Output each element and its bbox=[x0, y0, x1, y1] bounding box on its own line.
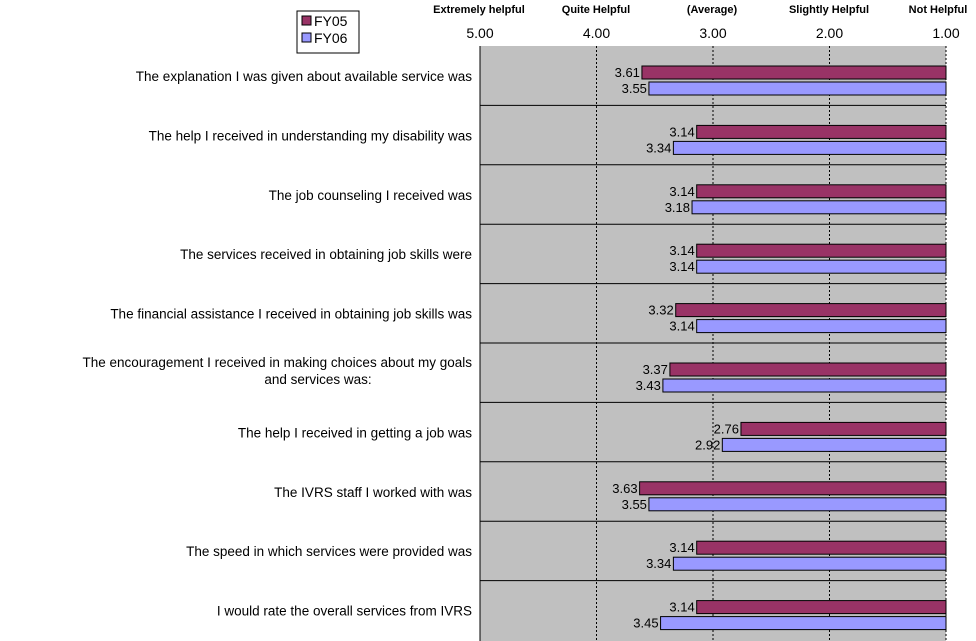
data-label-fy05: 3.63 bbox=[612, 481, 637, 496]
category-label: The IVRS staff I worked with was bbox=[274, 485, 472, 500]
bar-fy06 bbox=[660, 616, 947, 631]
data-label-fy05: 3.14 bbox=[669, 600, 694, 615]
category-label: The help I received in understanding my … bbox=[149, 128, 473, 143]
bar-fy05 bbox=[740, 421, 947, 436]
data-label-fy06: 3.14 bbox=[669, 259, 694, 274]
bar-fy05 bbox=[675, 303, 947, 318]
data-label-fy05: 2.76 bbox=[714, 421, 739, 436]
bar-fy06 bbox=[721, 437, 947, 452]
data-label-fy05: 3.14 bbox=[669, 243, 694, 258]
bar-fy06 bbox=[696, 259, 947, 274]
category-label: The explanation I was given about availa… bbox=[136, 69, 472, 84]
category-label: The financial assistance I received in o… bbox=[110, 307, 472, 322]
category-label: The help I received in getting a job was bbox=[238, 425, 472, 440]
x-tick-label: 4.00 bbox=[583, 25, 610, 41]
data-label-fy06: 3.55 bbox=[622, 81, 647, 96]
legend-box bbox=[296, 10, 360, 54]
category-label: The job counseling I received was bbox=[269, 188, 473, 203]
category-label: I would rate the overall services from I… bbox=[217, 604, 472, 619]
data-label-fy05: 3.37 bbox=[643, 362, 668, 377]
rating-labels: Extremely helpful Quite Helpful (Average) S… bbox=[433, 4, 967, 16]
data-labels: 3.613.553.143.343.143.183.143.143.323.14… bbox=[612, 65, 739, 631]
category-label-line2: and services was: bbox=[264, 372, 371, 387]
legend-label-fy06: FY06 bbox=[314, 30, 348, 46]
bar-fy05 bbox=[669, 362, 947, 377]
category-label: The encouragement I received in making c… bbox=[83, 355, 473, 370]
bar-fy06 bbox=[648, 81, 947, 96]
data-label-fy06: 3.14 bbox=[669, 319, 694, 334]
legend-swatch-fy05 bbox=[301, 15, 312, 26]
data-label-fy06: 3.34 bbox=[646, 556, 671, 571]
rating-label: Slightly Helpful bbox=[789, 4, 869, 16]
rating-label: (Average) bbox=[687, 4, 738, 16]
bar-fy05 bbox=[696, 124, 947, 139]
data-label-fy06: 3.45 bbox=[633, 616, 658, 631]
bar-fy05 bbox=[639, 481, 947, 496]
data-label-fy05: 3.14 bbox=[669, 540, 694, 555]
bar-fy05 bbox=[696, 540, 947, 555]
legend-label-fy05: FY05 bbox=[314, 13, 348, 29]
bar-fy06 bbox=[662, 378, 947, 393]
bar-fy06 bbox=[672, 140, 947, 155]
category-labels: The explanation I was given about availa… bbox=[83, 69, 473, 619]
bar-fy06 bbox=[691, 200, 947, 215]
data-label-fy06: 3.43 bbox=[636, 378, 661, 393]
x-axis-ticks: 5.00 4.00 3.00 2.00 1.00 bbox=[466, 25, 959, 41]
row-separators bbox=[480, 104, 946, 582]
rating-label: Extremely helpful bbox=[433, 4, 525, 16]
data-label-fy06: 3.18 bbox=[665, 200, 690, 215]
bar-fy06 bbox=[648, 497, 947, 512]
data-label-fy06: 2.92 bbox=[695, 437, 720, 452]
x-tick-label: 1.00 bbox=[932, 25, 959, 41]
x-tick-label: 2.00 bbox=[816, 25, 843, 41]
bar-fy05 bbox=[641, 65, 947, 80]
category-label: The services received in obtaining job s… bbox=[180, 247, 472, 262]
legend-swatch-fy06 bbox=[301, 32, 312, 43]
bar-fy05 bbox=[696, 243, 947, 258]
category-label: The speed in which services were provide… bbox=[186, 544, 472, 559]
data-label-fy06: 3.34 bbox=[646, 140, 671, 155]
data-label-fy05: 3.14 bbox=[669, 184, 694, 199]
bar-fy06 bbox=[672, 556, 947, 571]
bar-fy06 bbox=[696, 319, 947, 334]
data-label-fy05: 3.14 bbox=[669, 124, 694, 139]
data-label-fy05: 3.32 bbox=[648, 303, 673, 318]
bar-fy05 bbox=[696, 184, 947, 199]
x-tick-label: 3.00 bbox=[699, 25, 726, 41]
rating-label: Quite Helpful bbox=[562, 4, 630, 16]
bars bbox=[639, 65, 947, 631]
data-label-fy05: 3.61 bbox=[615, 65, 640, 80]
bar-fy05 bbox=[696, 600, 947, 615]
rating-label: Not Helpful bbox=[909, 4, 968, 16]
x-tick-label: 5.00 bbox=[466, 25, 493, 41]
data-label-fy06: 3.55 bbox=[622, 497, 647, 512]
